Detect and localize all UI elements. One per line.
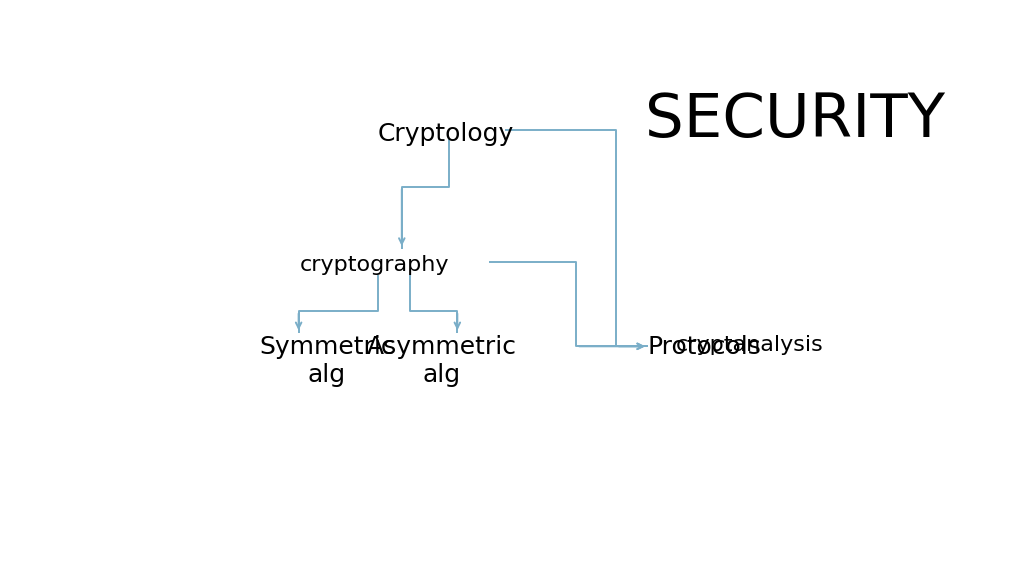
Text: Cryptology: Cryptology [377, 122, 514, 146]
Text: Protocols: Protocols [648, 335, 762, 359]
Text: Symmetric
alg: Symmetric alg [259, 335, 394, 387]
Text: Asymmetric
alg: Asymmetric alg [367, 335, 516, 387]
Text: cryptanalysis: cryptanalysis [676, 335, 823, 355]
Text: SECURITY: SECURITY [645, 92, 944, 150]
Text: cryptography: cryptography [299, 255, 449, 275]
